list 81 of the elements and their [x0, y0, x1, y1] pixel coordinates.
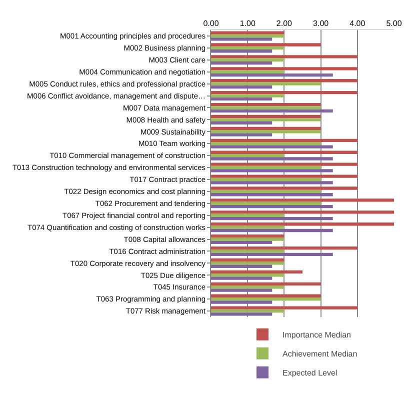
bar [211, 138, 358, 142]
bar [211, 97, 272, 101]
bar [211, 252, 333, 256]
bar [211, 210, 394, 214]
bar [211, 190, 321, 194]
bar [211, 312, 272, 316]
bar [211, 288, 272, 292]
bar [211, 306, 358, 310]
bar [211, 178, 321, 182]
bar [211, 297, 321, 301]
bar [211, 94, 284, 98]
bar [211, 46, 284, 50]
bar [211, 118, 321, 122]
bar [211, 258, 284, 262]
bar [211, 109, 333, 113]
bar [211, 234, 284, 238]
bar [211, 79, 358, 82]
x-tick-label: 5.00 [386, 18, 402, 28]
bar [211, 154, 284, 158]
bar [211, 228, 333, 232]
x-tick-label: 0.00 [203, 18, 220, 28]
bar [211, 34, 284, 38]
bar [211, 145, 333, 148]
bar [211, 126, 321, 130]
bar [211, 85, 272, 89]
bar [211, 106, 321, 110]
bar [211, 58, 284, 62]
bar [211, 82, 321, 86]
bar [211, 162, 358, 166]
bar [211, 264, 272, 268]
bar [211, 166, 321, 170]
bar [211, 102, 321, 106]
x-tick-label: 1.00 [240, 18, 256, 28]
bar [211, 240, 272, 244]
bar [211, 130, 321, 134]
bar [211, 294, 321, 298]
x-tick-label: 3.00 [313, 18, 330, 28]
bar [211, 38, 272, 41]
x-tick-label: 4.00 [350, 18, 366, 28]
bar [211, 274, 284, 277]
bar [211, 222, 394, 226]
bar [211, 150, 358, 154]
bar [211, 169, 333, 172]
bar [211, 50, 272, 53]
bar [211, 286, 284, 289]
legend-label: Importance Median [282, 330, 351, 340]
bar [211, 142, 321, 146]
bar [211, 214, 284, 217]
bar [211, 181, 333, 184]
bar [211, 157, 333, 160]
bar [211, 31, 284, 34]
bar [211, 282, 321, 286]
bar [211, 226, 284, 229]
bar [211, 300, 272, 304]
bar [211, 121, 272, 124]
legend-label: Expected Level [282, 368, 338, 378]
bar [211, 238, 284, 241]
bar [211, 174, 358, 178]
bar [211, 202, 321, 205]
bar [211, 186, 358, 190]
bar [211, 246, 358, 250]
bar [211, 216, 333, 220]
bar [211, 198, 394, 202]
bar [211, 262, 284, 265]
bar [211, 61, 272, 65]
bar [211, 70, 284, 74]
bar [211, 55, 358, 58]
bar [211, 73, 333, 77]
bar [211, 90, 358, 94]
bar [211, 67, 358, 70]
bar [211, 133, 272, 136]
bar [211, 250, 284, 253]
bar [211, 114, 321, 118]
x-tick-label: 2.00 [276, 18, 293, 28]
legend-label: Achievement Median [282, 349, 358, 358]
bar [211, 193, 333, 196]
bar [211, 309, 284, 313]
bar [211, 270, 302, 274]
bar [211, 43, 321, 46]
bar [211, 204, 333, 208]
bar [211, 276, 272, 280]
